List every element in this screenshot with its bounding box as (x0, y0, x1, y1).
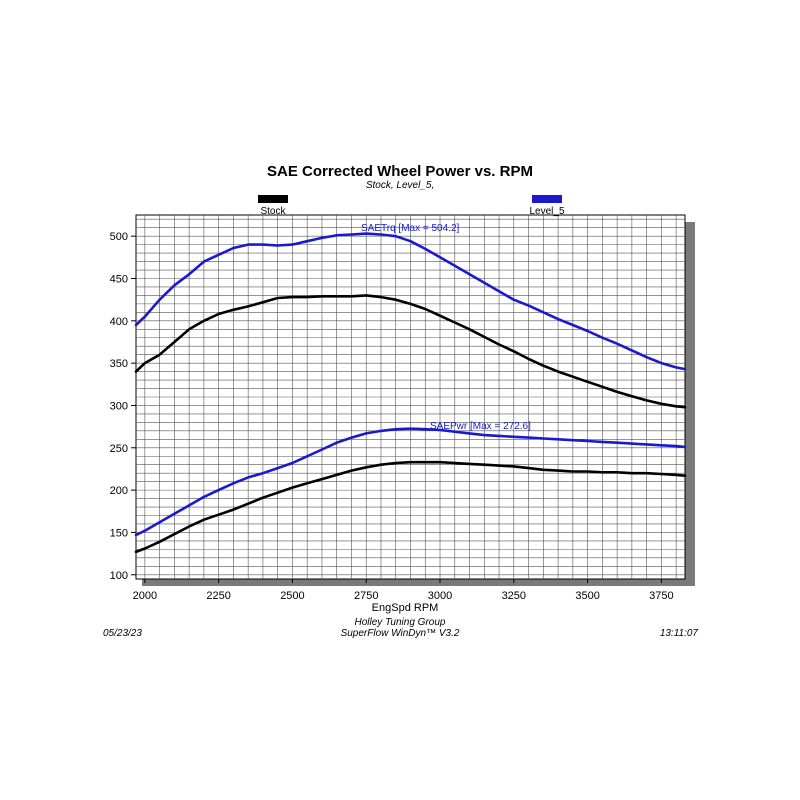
chart-subtitle: Stock, Level_5, (366, 180, 434, 191)
x-tick-label: 3750 (649, 590, 673, 602)
y-tick-label: 450 (110, 273, 128, 285)
y-tick-label: 100 (110, 570, 128, 582)
series-lines (134, 232, 687, 554)
y-tick-label: 200 (110, 485, 128, 497)
legend-label-stock: Stock (260, 206, 286, 217)
x-tick-label: 2000 (133, 590, 157, 602)
x-tick-label: 2750 (354, 590, 378, 602)
footer-date: 05/23/23 (103, 628, 142, 639)
legend: Stock Level_5 (258, 195, 565, 217)
x-tick-label: 2500 (280, 590, 304, 602)
y-tick-label: 350 (110, 358, 128, 370)
y-axis-ticks: 100 150 200 250 300 350 400 450 500 (110, 231, 136, 582)
footer-company: Holley Tuning Group (355, 617, 446, 628)
x-tick-label: 3500 (575, 590, 599, 602)
footer-time: 13:11:07 (660, 628, 699, 639)
y-tick-label: 500 (110, 231, 128, 243)
legend-swatch-level5 (532, 195, 562, 203)
legend-label-level5: Level_5 (529, 206, 564, 217)
annotation-trq-max: SAETrq [Max = 504.2] (361, 223, 460, 234)
footer-software: SuperFlow WinDyn™ V3.2 (341, 628, 460, 639)
series-line-level-5-saetrq (134, 232, 687, 371)
grid-lines (136, 215, 685, 579)
series-line-stock-saetrq (134, 294, 687, 409)
y-tick-label: 300 (110, 400, 128, 412)
legend-swatch-stock (258, 195, 288, 203)
y-tick-label: 250 (110, 443, 128, 455)
x-tick-label: 3250 (502, 590, 526, 602)
x-axis-ticks: 2000 2250 2500 2750 3000 3250 3500 3750 (133, 579, 674, 602)
series-line-stock-saepwr (134, 460, 687, 554)
x-tick-label: 3000 (428, 590, 452, 602)
y-tick-label: 150 (110, 527, 128, 539)
x-axis-label: EngSpd RPM (372, 602, 439, 614)
y-tick-label: 400 (110, 316, 128, 328)
annotation-pwr-max: SAEPwr [Max = 272.6] (430, 421, 531, 432)
series-line-level-5-saepwr (134, 427, 687, 537)
chart-title: SAE Corrected Wheel Power vs. RPM (267, 163, 533, 180)
x-tick-label: 2250 (206, 590, 230, 602)
